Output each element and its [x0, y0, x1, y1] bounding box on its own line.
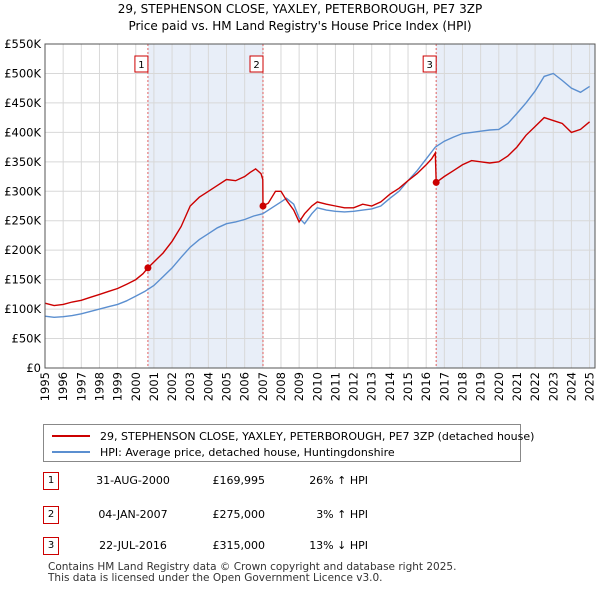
sale-marker-label: 1 [138, 60, 144, 71]
x-tick-label: 1995 [38, 372, 52, 401]
x-tick-label: 2014 [383, 372, 397, 401]
x-tick-label: 2000 [129, 372, 143, 401]
sale-number: 3 [43, 537, 59, 555]
y-tick-label: £350K [4, 155, 41, 169]
sale-marker-box [422, 55, 437, 73]
x-tick-label: 2009 [292, 372, 306, 401]
sale-marker-box [249, 55, 264, 73]
x-tick-label: 2004 [201, 372, 215, 401]
legend-swatch-property [52, 435, 90, 437]
sale-number: 1 [43, 472, 59, 490]
y-tick-label: £300K [4, 184, 41, 198]
table-row: 2 04-JAN-2007 £275,000 3% ↑ HPI [0, 504, 600, 526]
y-tick-label: £550K [4, 37, 41, 51]
x-tick-label: 2008 [274, 372, 288, 401]
sale-point [144, 264, 152, 272]
sale-marker-box [134, 55, 149, 73]
x-tick-label: 2007 [256, 372, 270, 401]
chart: 29, STEPHENSON CLOSE, YAXLEY, PETERBOROU… [4, 2, 596, 401]
y-tick-label: £500K [4, 66, 41, 80]
sale-hpi-diff: 26% ↑ HPI [309, 474, 368, 487]
sale-point [259, 202, 267, 210]
plot-area: £0 £50K £100K £150K £200K £250K £300K £350K £400… [4, 37, 596, 401]
sale-hpi-diff: 13% ↓ HPI [309, 539, 368, 552]
y-tick-label: £250K [4, 214, 41, 228]
x-tick-label: 2001 [147, 372, 161, 401]
x-tick-label: 2017 [437, 372, 451, 401]
y-tick-label: £450K [4, 96, 41, 110]
sale-number: 2 [43, 506, 59, 524]
x-tick-label: 2025 [583, 372, 597, 401]
x-tick-label: 2015 [401, 372, 415, 401]
x-tick-label: 1996 [56, 372, 70, 401]
x-tick-label: 2010 [310, 372, 324, 401]
sale-date: 22-JUL-2016 [99, 539, 167, 552]
sale-date: 31-AUG-2000 [96, 474, 170, 487]
legend-swatch-hpi [52, 451, 90, 453]
x-tick-label: 2011 [328, 372, 342, 401]
sale-point [432, 178, 440, 186]
sale-price: £315,000 [212, 539, 266, 552]
y-tick-label: £400K [4, 125, 41, 139]
x-tick-label: 2018 [455, 372, 469, 401]
x-tick-label: 1999 [111, 372, 125, 401]
sale-marker-label: 3 [426, 60, 432, 71]
x-tick-label: 1997 [74, 372, 88, 401]
sale-price: £169,995 [212, 474, 266, 487]
x-tick-label: 2022 [528, 372, 542, 401]
x-tick-label: 2002 [165, 372, 179, 401]
property-series-line [44, 116, 591, 307]
shaded-period-1 [147, 44, 264, 368]
legend-item-hpi: HPI: Average price, detached house, Hunt… [52, 444, 395, 460]
table-row: 3 22-JUL-2016 £315,000 13% ↓ HPI [0, 535, 600, 557]
x-tick-label: 2024 [564, 372, 578, 401]
y-tick-label: £0 [26, 361, 41, 375]
legend-item-property: 29, STEPHENSON CLOSE, YAXLEY, PETERBOROU… [52, 428, 534, 444]
footer-licence: This data is licensed under the Open Gov… [48, 572, 383, 584]
y-tick-label: £100K [4, 302, 41, 316]
x-tick-label: 2012 [347, 372, 361, 401]
y-tick-label: £200K [4, 243, 41, 257]
x-tick-label: 2019 [474, 372, 488, 401]
x-tick-label: 2005 [220, 372, 234, 401]
x-tick-label: 2020 [492, 372, 506, 401]
footer-copyright: Contains HM Land Registry data © Crown c… [48, 561, 457, 573]
x-tick-label: 2021 [510, 372, 524, 401]
footer: Contains HM Land Registry data © Crown c… [48, 562, 456, 584]
hpi-series-line [44, 72, 590, 319]
y-tick-label: £150K [4, 273, 41, 287]
sale-marker-label: 2 [253, 60, 259, 71]
sale-price: £275,000 [212, 508, 266, 521]
chart-subtitle: Price paid vs. HM Land Registry's House … [128, 19, 471, 33]
sale-hpi-diff: 3% ↑ HPI [316, 508, 368, 521]
y-tick-label: £50K [12, 332, 42, 346]
x-tick-label: 2013 [365, 372, 379, 401]
x-tick-label: 1998 [92, 372, 106, 401]
x-tick-label: 2003 [183, 372, 197, 401]
legend: 29, STEPHENSON CLOSE, YAXLEY, PETERBOROU… [43, 424, 534, 462]
plot-border [44, 43, 596, 369]
chart-title: 29, STEPHENSON CLOSE, YAXLEY, PETERBOROU… [118, 2, 482, 16]
legend-label-hpi: HPI: Average price, detached house, Hunt… [100, 445, 395, 459]
x-tick-label: 2016 [419, 372, 433, 401]
sale-date: 04-JAN-2007 [98, 508, 168, 521]
x-tick-label: 2006 [238, 372, 252, 401]
legend-label-property: 29, STEPHENSON CLOSE, YAXLEY, PETERBOROU… [100, 429, 535, 443]
x-tick-label: 2023 [546, 372, 560, 401]
table-row: 1 31-AUG-2000 £169,995 26% ↑ HPI [0, 470, 600, 492]
